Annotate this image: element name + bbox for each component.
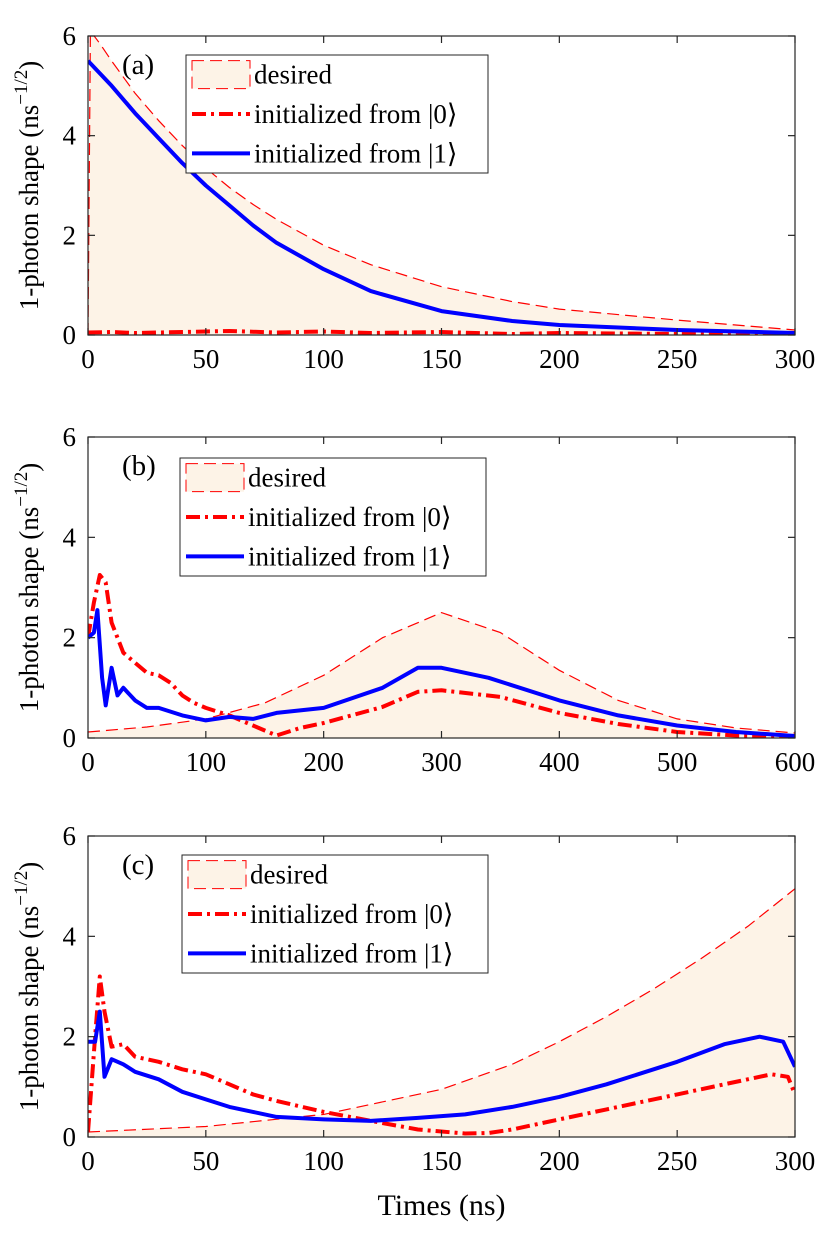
legend-label: initialized from |1⟩ (250, 938, 453, 968)
x-tick-label: 0 (81, 1146, 95, 1176)
x-tick-label: 250 (657, 344, 698, 374)
legend-label: initialized from |0⟩ (248, 502, 451, 532)
legend: desired initialized from |0⟩ initialized f… (185, 54, 489, 174)
series-init0-line (88, 974, 795, 1136)
y-tick-label: 4 (63, 522, 77, 552)
plot-area (88, 888, 795, 1137)
x-tick-label: 500 (657, 747, 698, 777)
y-tick-label: 0 (63, 320, 77, 350)
series-init0-line (88, 573, 795, 738)
legend-swatch-desired (185, 463, 245, 493)
desired-area (88, 888, 795, 1137)
y-tick-label: 2 (63, 1022, 77, 1052)
y-tick-label: 0 (63, 723, 77, 753)
x-tick-label: 300 (775, 344, 816, 374)
y-tick-label: 6 (63, 821, 77, 851)
series-init1-line (88, 59, 795, 335)
legend-label: initialized from |0⟩ (254, 99, 457, 129)
desired-area (88, 36, 795, 335)
x-tick-label: 200 (303, 747, 344, 777)
panel-label: (a) (122, 49, 154, 81)
x-axis-label: Times (ns) (377, 1189, 505, 1222)
legend-label: desired (248, 463, 326, 493)
x-tick-label: 100 (186, 747, 227, 777)
panel-c: 0 50 100 150 200 250 300 0 2 4 6 1-photon shape (ns… (11, 821, 815, 1222)
x-tick-label: 100 (303, 344, 344, 374)
x-tick-label: 150 (421, 1146, 462, 1176)
legend-swatch-desired (187, 860, 247, 890)
legend-swatch-desired (191, 60, 251, 90)
legend-label: initialized from |0⟩ (250, 899, 453, 929)
legend-label: desired (250, 860, 328, 890)
x-tick-label: 250 (657, 1146, 698, 1176)
y-tick-label: 2 (63, 623, 77, 653)
x-tick-label: 0 (81, 344, 95, 374)
y-tick-label: 4 (63, 921, 77, 951)
y-tick-label: 0 (63, 1122, 77, 1152)
x-tick-label: 0 (81, 747, 95, 777)
x-tick-label: 50 (192, 1146, 219, 1176)
y-axis-label: 1-photon shape (ns−1/2) (11, 463, 44, 712)
x-tick-label: 100 (303, 1146, 344, 1176)
series-init1-line (88, 608, 795, 738)
y-tick-label: 6 (63, 422, 77, 452)
plot-area (88, 573, 795, 738)
panel-label: (c) (122, 849, 154, 881)
x-tick-label: 150 (421, 344, 462, 374)
legend-label: initialized from |1⟩ (248, 541, 451, 571)
series-desired-line (88, 36, 795, 335)
legend-label: initialized from |1⟩ (254, 138, 457, 168)
x-tick-label: 200 (539, 1146, 580, 1176)
x-tick-label: 600 (775, 747, 816, 777)
y-tick-label: 2 (63, 220, 77, 250)
y-tick-label: 4 (63, 121, 77, 151)
x-tick-label: 200 (539, 344, 580, 374)
x-tick-label: 400 (539, 747, 580, 777)
desired-area (88, 612, 795, 738)
y-axis-label: 1-photon shape (ns−1/2) (11, 862, 44, 1111)
legend: desired initialized from |0⟩ initialized f… (181, 854, 489, 974)
panel-a: 0 50 100 150 200 250 300 0 2 4 6 1-photon shape (ns… (11, 21, 815, 374)
legend-label: desired (254, 60, 332, 90)
x-tick-label: 50 (192, 344, 219, 374)
y-tick-label: 6 (63, 21, 77, 51)
series-desired-line (88, 888, 795, 1133)
panel-label: (b) (122, 450, 156, 482)
panel-b: 0 100 200 300 400 500 600 0 2 4 6 1-photon shape (n… (11, 422, 815, 777)
y-axis-label: 1-photon shape (ns−1/2) (11, 61, 44, 310)
x-tick-label: 300 (421, 747, 462, 777)
legend: desired initialized from |0⟩ initialized f… (179, 457, 487, 577)
x-tick-label: 300 (775, 1146, 816, 1176)
series-init1-line (88, 1009, 795, 1123)
